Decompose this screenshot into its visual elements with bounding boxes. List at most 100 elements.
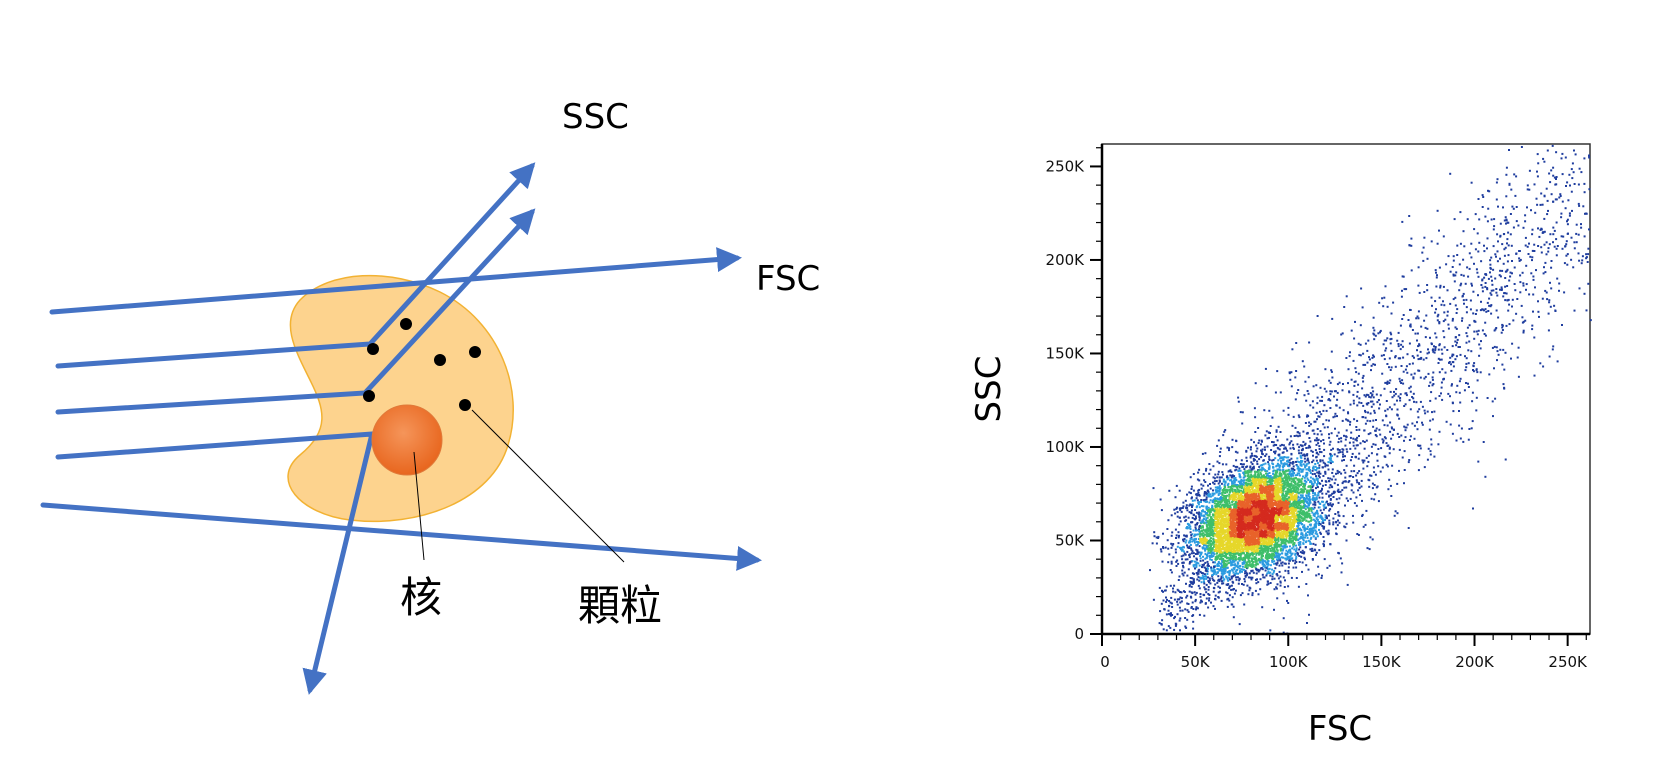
scatter-point (1297, 500, 1299, 503)
scatter-point (1221, 561, 1224, 563)
scatter-point (1248, 524, 1251, 526)
scatter-point (1252, 500, 1255, 503)
scatter-point (1271, 515, 1274, 518)
scatter-point (1306, 472, 1309, 475)
scatter-point (1253, 532, 1256, 535)
scatter-point (1234, 525, 1237, 528)
scatter-point (1274, 517, 1277, 520)
scatter-point (1232, 547, 1235, 550)
scatter-point (1287, 512, 1290, 515)
scatter-point (1283, 502, 1286, 505)
scatter-point (1236, 536, 1238, 539)
scatter-point (1257, 475, 1260, 478)
scatter-point (1264, 502, 1267, 505)
scatter-point (1242, 550, 1245, 552)
scatter-point (1232, 559, 1234, 562)
scatter-point (1294, 533, 1297, 536)
scatter-point (1239, 555, 1242, 557)
scatter-point (1320, 517, 1323, 520)
scatter-point (1233, 547, 1236, 550)
scatter-point (1226, 478, 1229, 481)
scatter-point (1240, 509, 1242, 512)
scatter-point (1197, 489, 1200, 492)
scatter-point (1309, 498, 1312, 501)
scatter-point (1273, 520, 1276, 523)
scatter-point (1205, 528, 1208, 531)
scatter-point (1191, 581, 1194, 584)
scatter-point (1275, 500, 1278, 502)
scatter-point (1213, 545, 1216, 548)
scatter-point (1231, 503, 1234, 506)
scatter-point (1282, 444, 1285, 447)
scatter-point (1217, 518, 1220, 521)
scatter-point (1225, 518, 1228, 521)
scatter-point (1231, 523, 1234, 526)
scatter-point (1245, 492, 1248, 495)
scatter-point (1314, 537, 1317, 540)
scatter-point (1290, 473, 1292, 476)
scatter-point (1290, 467, 1293, 470)
scatter-point (1214, 489, 1217, 492)
scatter-point (1230, 479, 1233, 482)
scatter-point (1259, 500, 1262, 503)
scatter-point (1263, 517, 1266, 520)
scatter-point (1251, 560, 1253, 563)
scatter-point (1269, 479, 1272, 482)
scatter-point (1204, 561, 1207, 564)
scatter-point (1311, 477, 1314, 480)
scatter-point (1257, 508, 1260, 511)
scatter-point (1264, 530, 1267, 533)
scatter-point (1231, 521, 1234, 524)
scatter-point (1210, 531, 1213, 534)
scatter-point (1275, 548, 1278, 551)
scatter-point (1240, 506, 1243, 509)
scatter-point (1254, 589, 1257, 592)
scatter-point (1190, 582, 1193, 585)
scatter-point (1249, 526, 1251, 529)
scatter-point (1292, 510, 1295, 513)
scatter-point (1201, 547, 1204, 550)
scatter-point (1263, 563, 1266, 566)
scatter-point (1206, 560, 1209, 563)
scatter-point (1307, 498, 1310, 501)
scatter-point (1256, 569, 1259, 572)
scatter-point (1262, 544, 1265, 547)
scatter-point (1237, 526, 1240, 529)
scatter-point (1209, 508, 1212, 511)
scatter-point (1266, 495, 1268, 498)
scatter-point (1246, 549, 1249, 552)
scatter-point (1228, 550, 1230, 553)
scatter-point (1270, 533, 1273, 536)
scatter-point (1222, 543, 1225, 546)
scatter-point (1321, 487, 1323, 490)
scatter-point (1200, 581, 1203, 584)
scatter-point (1255, 480, 1257, 483)
scatter-point (1275, 485, 1278, 488)
scatter-point (1258, 481, 1261, 484)
scatter-point (1289, 477, 1292, 480)
scatter-point (1201, 533, 1204, 535)
scatter-point (1270, 485, 1273, 488)
scatter-point (1246, 514, 1249, 517)
scatter-point (1253, 470, 1256, 473)
scatter-point (1289, 558, 1292, 561)
scatter-point (1215, 558, 1217, 561)
scatter-point (1266, 522, 1269, 525)
scatter-point (1225, 504, 1228, 507)
scatter-point (1233, 494, 1236, 497)
scatter-point (1215, 543, 1218, 546)
scatter-point (1206, 570, 1209, 573)
scatter-point (1297, 435, 1300, 438)
scatter-point (1239, 536, 1242, 539)
scatter-point (1274, 550, 1277, 553)
scatter-point (1270, 554, 1273, 556)
scatter-point (1272, 488, 1274, 491)
scatter-point (1318, 506, 1321, 509)
scatter-point (1267, 517, 1270, 520)
scatter-point (1230, 537, 1233, 540)
scatter-point (1254, 483, 1257, 485)
scatter-point (1241, 527, 1244, 530)
scatter-point (1308, 437, 1311, 439)
scatter-point (1249, 545, 1252, 548)
scatter-point (1260, 502, 1263, 505)
